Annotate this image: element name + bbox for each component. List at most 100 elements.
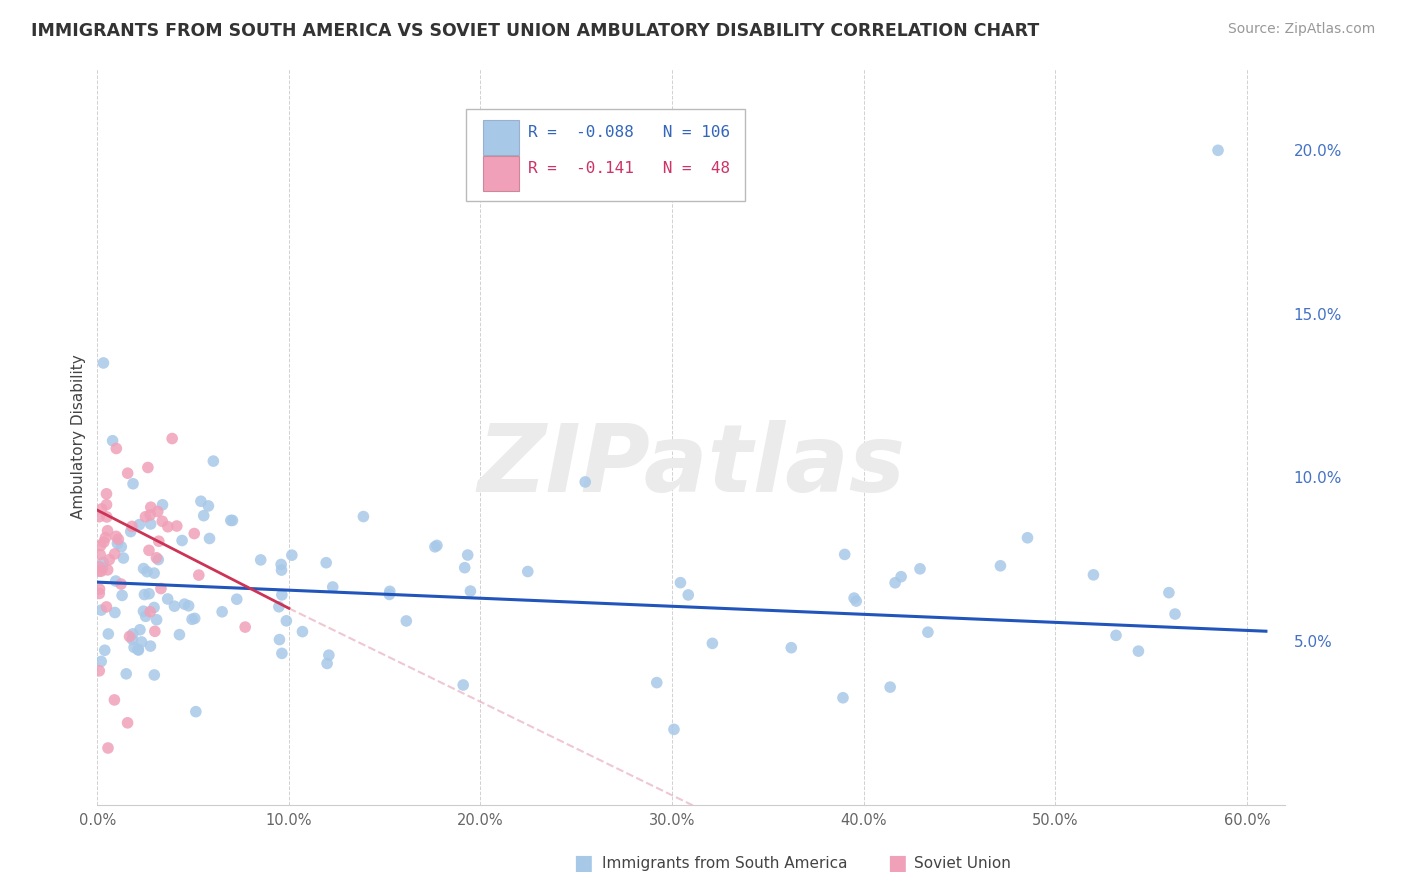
Point	[105, 442, 128, 456]
Text: Immigrants from South America: Immigrants from South America	[602, 856, 848, 871]
Point	[132, 604, 155, 618]
Text: R =  -0.141   N =  48: R = -0.141 N = 48	[529, 161, 731, 177]
Point	[197, 499, 219, 513]
Point	[322, 580, 344, 594]
FancyBboxPatch shape	[484, 156, 519, 192]
Point	[267, 599, 290, 614]
Point	[96, 524, 118, 538]
Point	[121, 632, 143, 647]
Point	[352, 509, 374, 524]
Point	[842, 591, 865, 606]
Point	[138, 543, 160, 558]
Point	[117, 715, 139, 730]
Point	[1105, 628, 1128, 642]
Point	[1164, 607, 1187, 621]
Point	[152, 498, 174, 512]
Point	[90, 539, 112, 553]
Point	[1128, 644, 1150, 658]
Point	[104, 606, 127, 620]
Point	[202, 454, 225, 468]
Point	[148, 534, 170, 549]
Point	[190, 494, 212, 508]
Point	[129, 623, 152, 637]
Point	[221, 513, 243, 527]
Point	[879, 680, 901, 694]
Point	[160, 432, 183, 446]
Point	[145, 613, 167, 627]
Point	[184, 705, 207, 719]
Point	[107, 536, 129, 550]
Point	[121, 627, 143, 641]
Point	[110, 540, 132, 554]
Point	[276, 614, 298, 628]
Point	[110, 577, 132, 591]
Point	[139, 516, 162, 531]
Point	[177, 599, 200, 613]
Point	[90, 502, 112, 516]
Point	[378, 587, 401, 601]
Point	[173, 597, 195, 611]
Point	[121, 519, 143, 533]
Point	[96, 498, 118, 512]
Point	[780, 640, 803, 655]
Point	[139, 639, 162, 653]
Point	[89, 564, 111, 578]
Point	[1083, 567, 1105, 582]
Point	[96, 487, 118, 501]
Point	[163, 599, 186, 614]
Text: Soviet Union: Soviet Union	[914, 856, 1011, 871]
Point	[291, 624, 314, 639]
Point	[90, 654, 112, 668]
Point	[1157, 585, 1180, 599]
Point	[181, 612, 204, 626]
Point	[103, 693, 125, 707]
FancyBboxPatch shape	[484, 120, 519, 155]
Point	[225, 592, 247, 607]
Point	[97, 627, 120, 641]
Point	[270, 563, 292, 577]
Point	[122, 476, 145, 491]
Point	[270, 558, 292, 572]
Point	[94, 531, 117, 545]
FancyBboxPatch shape	[465, 109, 745, 201]
Text: IMMIGRANTS FROM SOUTH AMERICA VS SOVIET UNION AMBULATORY DISABILITY CORRELATION : IMMIGRANTS FROM SOUTH AMERICA VS SOVIET …	[31, 22, 1039, 40]
Point	[156, 591, 179, 606]
Point	[131, 635, 153, 649]
Text: ■: ■	[887, 854, 907, 873]
Point	[249, 553, 271, 567]
Point	[89, 582, 111, 596]
Point	[270, 588, 292, 602]
Point	[645, 675, 668, 690]
Point	[281, 548, 304, 562]
Point	[143, 566, 166, 580]
Point	[134, 588, 156, 602]
Point	[454, 560, 477, 574]
Point	[426, 538, 449, 552]
Text: Source: ZipAtlas.com: Source: ZipAtlas.com	[1227, 22, 1375, 37]
Point	[107, 533, 129, 547]
Point	[183, 526, 205, 541]
Point	[451, 678, 474, 692]
Point	[136, 565, 159, 579]
Point	[104, 547, 127, 561]
Point	[89, 509, 111, 524]
Point	[93, 535, 115, 549]
Y-axis label: Ambulatory Disability: Ambulatory Disability	[72, 354, 86, 519]
Point	[111, 589, 134, 603]
Point	[516, 565, 538, 579]
Point	[423, 540, 446, 554]
Point	[315, 556, 337, 570]
Point	[89, 559, 111, 574]
Point	[183, 611, 205, 625]
Point	[149, 582, 172, 596]
Point	[128, 517, 150, 532]
Point	[91, 561, 114, 575]
Point	[89, 664, 111, 678]
Point	[884, 575, 907, 590]
Text: ■: ■	[574, 854, 593, 873]
Point	[169, 627, 191, 641]
Point	[97, 563, 120, 577]
Point	[574, 475, 596, 489]
Point	[145, 550, 167, 565]
Point	[136, 460, 159, 475]
